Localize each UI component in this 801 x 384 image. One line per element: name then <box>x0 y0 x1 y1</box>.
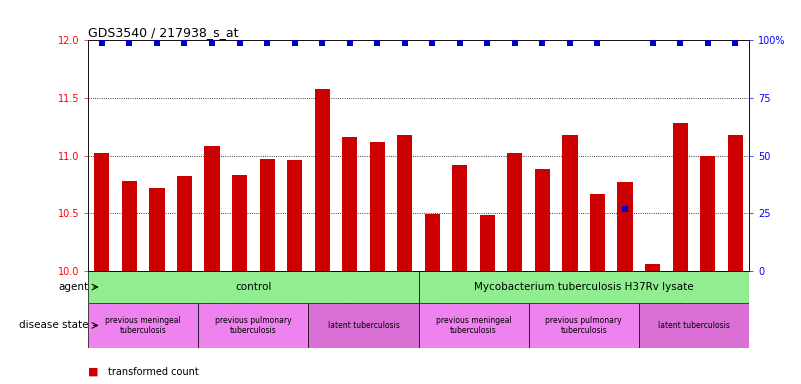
Point <box>453 40 466 46</box>
Point <box>564 40 577 46</box>
Text: previous pulmonary
tuberculosis: previous pulmonary tuberculosis <box>215 316 292 335</box>
Bar <box>418 303 529 348</box>
Point <box>123 40 136 46</box>
Bar <box>342 137 357 271</box>
Point <box>618 205 631 212</box>
Point <box>481 40 493 46</box>
Bar <box>562 135 578 271</box>
Point <box>344 40 356 46</box>
Point <box>729 40 742 46</box>
Point <box>371 40 384 46</box>
Bar <box>232 175 248 271</box>
Bar <box>308 303 418 348</box>
Text: Mycobacterium tuberculosis H37Rv lysate: Mycobacterium tuberculosis H37Rv lysate <box>474 282 694 292</box>
Text: latent tuberculosis: latent tuberculosis <box>328 321 400 330</box>
Text: ■: ■ <box>88 367 99 377</box>
Bar <box>480 215 495 271</box>
Point <box>151 40 163 46</box>
Bar <box>727 135 743 271</box>
Point <box>536 40 549 46</box>
Point <box>701 40 714 46</box>
Bar <box>315 89 330 271</box>
Point <box>95 40 108 46</box>
Text: control: control <box>235 282 272 292</box>
Point <box>206 40 219 46</box>
Point <box>260 40 273 46</box>
Bar <box>260 159 275 271</box>
Bar <box>397 135 413 271</box>
Text: disease state: disease state <box>18 320 88 331</box>
Text: previous meningeal
tuberculosis: previous meningeal tuberculosis <box>436 316 512 335</box>
Point <box>591 40 604 46</box>
Bar <box>453 165 468 271</box>
Bar <box>122 181 137 271</box>
Bar <box>535 169 550 271</box>
Bar <box>287 160 302 271</box>
Text: transformed count: transformed count <box>108 367 199 377</box>
Point <box>674 40 686 46</box>
Bar <box>95 153 110 271</box>
Bar <box>673 123 688 271</box>
Text: GDS3540 / 217938_s_at: GDS3540 / 217938_s_at <box>88 26 239 39</box>
Bar <box>204 146 219 271</box>
Point <box>646 40 659 46</box>
Bar <box>149 188 164 271</box>
Bar <box>618 182 633 271</box>
Point <box>288 40 301 46</box>
Bar <box>88 271 419 303</box>
Bar <box>199 303 308 348</box>
Bar <box>700 156 715 271</box>
Bar <box>590 194 605 271</box>
Point <box>398 40 411 46</box>
Bar <box>645 264 660 271</box>
Bar <box>369 142 384 271</box>
Point <box>509 40 521 46</box>
Point <box>178 40 191 46</box>
Bar <box>529 303 639 348</box>
Point <box>233 40 246 46</box>
Bar <box>177 176 192 271</box>
Text: agent: agent <box>58 282 88 292</box>
Point <box>316 40 328 46</box>
Point <box>426 40 439 46</box>
Text: latent tuberculosis: latent tuberculosis <box>658 321 730 330</box>
Text: previous meningeal
tuberculosis: previous meningeal tuberculosis <box>105 316 181 335</box>
Bar <box>639 303 749 348</box>
Bar <box>418 271 749 303</box>
Bar <box>425 214 440 271</box>
Bar <box>507 153 522 271</box>
Bar <box>88 303 199 348</box>
Text: previous pulmonary
tuberculosis: previous pulmonary tuberculosis <box>545 316 622 335</box>
